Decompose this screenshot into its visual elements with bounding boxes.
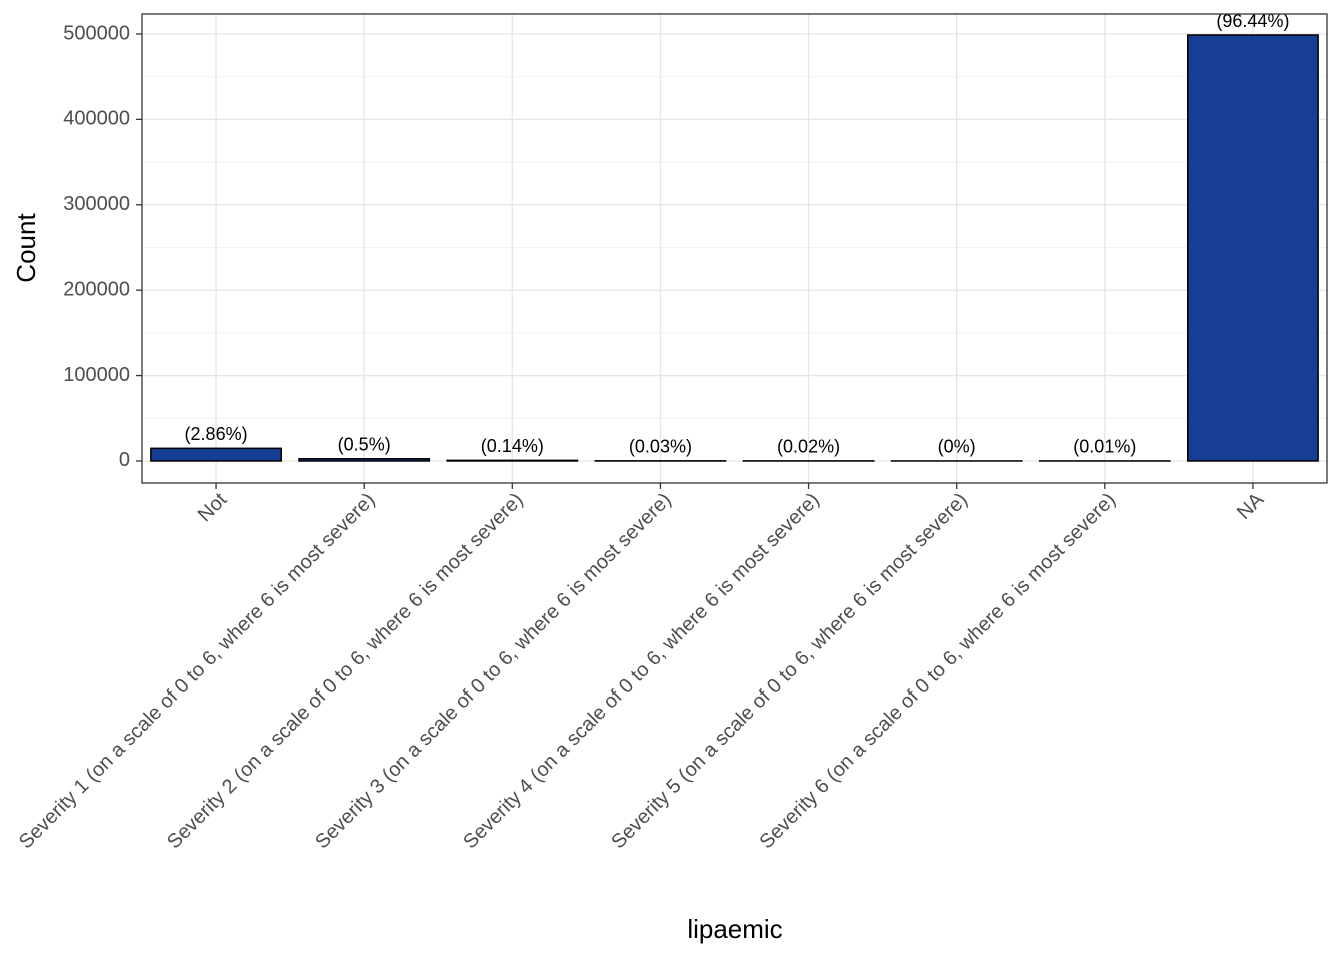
x-tick-label: Severity 5 (on a scale of 0 to 6, where … (607, 489, 972, 854)
x-tick-label: Not (194, 488, 232, 526)
data-label: (0.03%) (629, 437, 692, 457)
y-tick-label: 200000 (63, 278, 130, 300)
y-axis-title: Count (11, 213, 41, 283)
x-tick-label: NA (1233, 488, 1269, 524)
x-tick-label: Severity 4 (on a scale of 0 to 6, where … (459, 489, 824, 854)
x-tick-label: Severity 6 (on a scale of 0 to 6, where … (756, 489, 1121, 854)
data-label: (0.14%) (481, 436, 544, 456)
y-tick-label: 400000 (63, 108, 130, 130)
bar (1187, 34, 1319, 462)
y-tick-label: 0 (119, 449, 130, 471)
data-label: (0%) (938, 437, 976, 457)
bar (298, 458, 431, 462)
y-tick-label: 500000 (63, 22, 130, 44)
data-label: (0.01%) (1073, 437, 1136, 457)
x-axis-title: lipaemic (687, 914, 782, 944)
data-label: (96.44%) (1216, 11, 1289, 31)
y-tick-label: 100000 (63, 364, 130, 386)
data-label: (2.86%) (185, 424, 248, 444)
x-tick-label: Severity 1 (on a scale of 0 to 6, where … (15, 489, 380, 854)
plot-border (141, 13, 1328, 484)
bar (150, 447, 282, 462)
y-tick-label: 300000 (63, 193, 130, 215)
bar (446, 459, 579, 462)
x-tick-label: Severity 2 (on a scale of 0 to 6, where … (163, 489, 528, 854)
data-label: (0.5%) (338, 435, 391, 455)
data-label: (0.02%) (777, 437, 840, 457)
x-tick-label: Severity 3 (on a scale of 0 to 6, where … (311, 489, 676, 854)
